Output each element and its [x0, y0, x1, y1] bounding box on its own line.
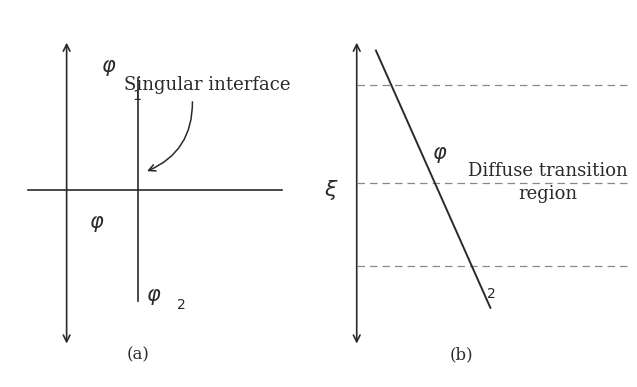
Text: 1: 1	[132, 89, 141, 103]
Text: $\varphi$: $\varphi$	[101, 58, 117, 78]
Text: (b): (b)	[450, 347, 474, 364]
Text: $\varphi$: $\varphi$	[432, 145, 447, 165]
Text: $\varphi$: $\varphi$	[89, 214, 104, 234]
Text: 2: 2	[487, 287, 496, 301]
Text: Singular interface: Singular interface	[124, 76, 290, 94]
Text: $\xi$: $\xi$	[324, 178, 338, 202]
Text: (a): (a)	[127, 347, 150, 364]
Text: Diffuse transition
region: Diffuse transition region	[468, 162, 627, 204]
Text: $\varphi$: $\varphi$	[146, 287, 161, 307]
Text: 2: 2	[177, 298, 186, 312]
